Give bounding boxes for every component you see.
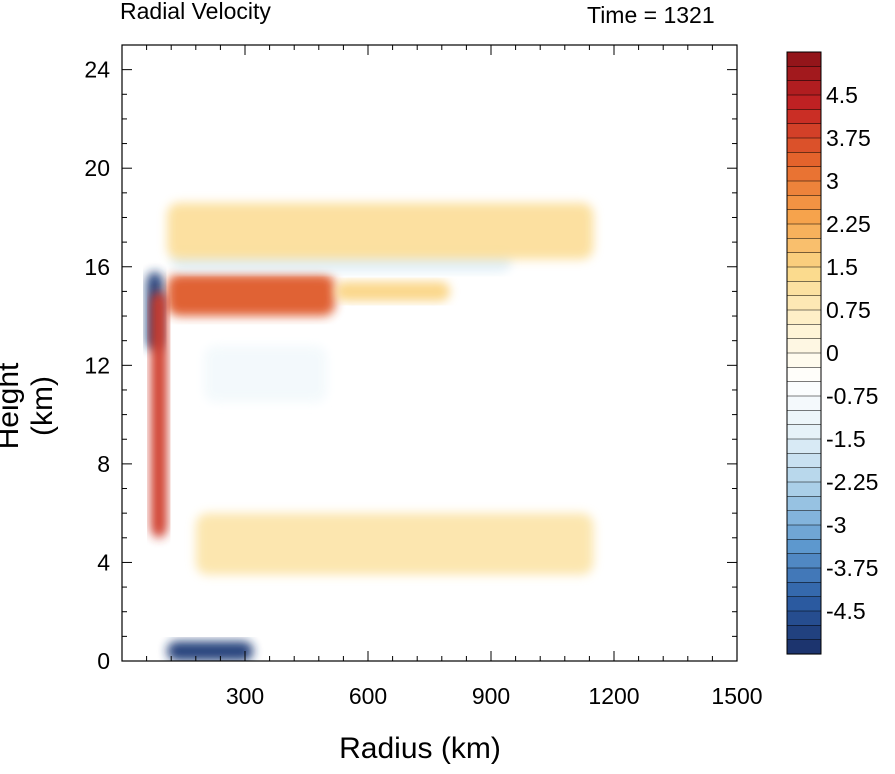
colorbar-segment <box>786 352 822 368</box>
field-feature-6 <box>167 641 254 661</box>
colorbar-segment <box>786 137 822 153</box>
colorbar-segment <box>786 625 822 641</box>
colorbar-label: -4.5 <box>826 598 866 624</box>
colorbar-label: 0 <box>826 340 839 366</box>
colorbar-segment <box>786 610 822 626</box>
x-tick-label: 1500 <box>711 683 762 709</box>
colorbar-segment <box>786 424 822 440</box>
colorbar-segment <box>786 596 822 612</box>
field-feature-5 <box>150 291 168 538</box>
colorbar-segment <box>786 152 822 168</box>
colorbar-segment <box>786 524 822 540</box>
x-tick-label: 900 <box>472 683 510 709</box>
colorbar-segment <box>786 180 822 196</box>
colorbar-segment <box>786 381 822 397</box>
colorbar-segment <box>786 553 822 569</box>
colorbar-label: 3.75 <box>826 125 871 151</box>
y-tick-label: 24 <box>84 57 110 83</box>
colorbar-label: -0.75 <box>826 383 878 409</box>
colorbar-segment <box>786 109 822 125</box>
colorbar-label: -3.75 <box>826 555 878 581</box>
plot-frame <box>121 44 738 662</box>
x-tick-label: 1200 <box>588 683 639 709</box>
x-tick-label: 300 <box>226 683 264 709</box>
colorbar-segment <box>786 80 822 96</box>
colorbar-label: 3 <box>826 168 839 194</box>
colorbar-segment <box>786 467 822 483</box>
colorbar-label: -2.25 <box>826 469 878 495</box>
colorbar: 4.5 3.75 3 2.25 1.5 0.75 0 -0.75 -1.5 -2.25 -3 -3.7… <box>786 51 878 655</box>
colorbar-segment <box>786 94 822 110</box>
colorbar-segment <box>786 223 822 239</box>
y-tick-label: 8 <box>97 451 110 477</box>
colorbar-label: -1.5 <box>826 426 866 452</box>
colorbar-segment <box>786 367 822 383</box>
colorbar-segment <box>786 195 822 211</box>
colorbar-segment <box>786 453 822 469</box>
colorbar-segment <box>786 123 822 139</box>
y-tick-label: 20 <box>84 155 110 181</box>
colorbar-segment <box>786 481 822 497</box>
colorbar-segment <box>786 66 822 82</box>
field-feature-1 <box>335 281 450 302</box>
colorbar-segment <box>786 266 822 282</box>
y-tick-label: 4 <box>97 549 110 575</box>
colorbar-segment <box>786 567 822 583</box>
colorbar-frame <box>786 51 822 655</box>
field-feature-7 <box>195 513 594 575</box>
colorbar-label: 0.75 <box>826 297 871 323</box>
chart-title-left: Radial Velocity <box>120 0 271 24</box>
y-tick-label: 12 <box>84 352 110 378</box>
colorbar-segment <box>786 639 822 655</box>
y-tick-label: 0 <box>97 648 110 674</box>
colorbar-segment <box>786 281 822 297</box>
colorbar-segment <box>786 496 822 512</box>
colorbar-segment <box>786 51 822 67</box>
field-feature-8 <box>204 345 327 403</box>
colorbar-segment <box>786 510 822 526</box>
colorbar-segment <box>786 395 822 411</box>
colorbar-label: 1.5 <box>826 254 858 280</box>
colorbar-label: -3 <box>826 512 846 538</box>
field-feature-0 <box>167 274 336 317</box>
y-tick-label: 16 <box>84 254 110 280</box>
field-feature-3 <box>167 202 594 260</box>
colorbar-segment <box>786 166 822 182</box>
colorbar-segment <box>786 252 822 268</box>
colorbar-segment <box>786 309 822 325</box>
colorbar-segment <box>786 438 822 454</box>
chart-title-right: Time = 1321 <box>587 2 715 28</box>
colorbar-segment <box>786 238 822 254</box>
colorbar-segment <box>786 324 822 340</box>
colorbar-segment <box>786 582 822 598</box>
velocity-field <box>122 45 737 661</box>
plot-axes: 300 600 900 1200 1500 0 4 8 12 16 20 24 <box>84 44 763 709</box>
colorbar-segment <box>786 209 822 225</box>
x-tick-label: 600 <box>349 683 387 709</box>
x-axis-label: Radius (km) <box>339 732 501 765</box>
colorbar-segment <box>786 410 822 426</box>
colorbar-segment <box>786 539 822 555</box>
colorbar-segment <box>786 338 822 354</box>
colorbar-label: 2.25 <box>826 211 871 237</box>
colorbar-label: 4.5 <box>826 82 858 108</box>
colorbar-segment <box>786 295 822 311</box>
